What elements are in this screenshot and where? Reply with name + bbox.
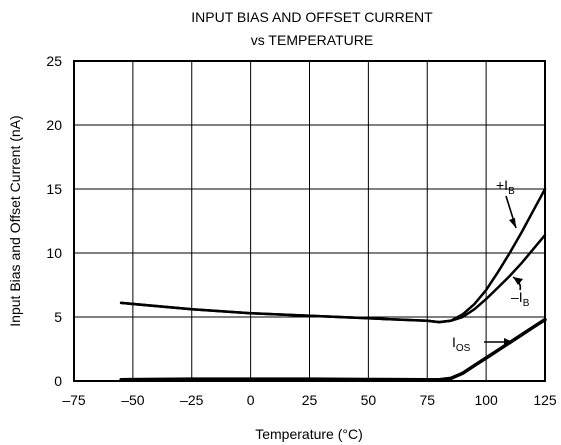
series-line-minus-ib — [121, 235, 545, 322]
y-tick-label: 20 — [46, 117, 62, 133]
y-tick-labels: 0 5 10 15 20 25 — [46, 53, 62, 389]
y-axis-label: Input Bias and Offset Current (nA) — [7, 115, 23, 326]
y-tick-label: 5 — [54, 309, 62, 325]
x-tick-label: 50 — [361, 392, 377, 408]
x-tick-label: –50 — [121, 392, 145, 408]
x-tick-label: 100 — [474, 392, 498, 408]
series-label-ios: IOS — [452, 334, 471, 354]
x-tick-label: –75 — [62, 392, 86, 408]
chart-title-line1: INPUT BIAS AND OFFSET CURRENT — [191, 9, 433, 25]
y-tick-label: 0 — [54, 373, 62, 389]
series-label-minus-ib: –IB — [511, 289, 530, 309]
chart-title-line2: vs TEMPERATURE — [251, 32, 373, 48]
arrowhead-minus-ib — [513, 277, 523, 285]
x-tick-labels: –75 –50 –25 0 25 50 75 100 125 — [62, 392, 557, 408]
y-tick-label: 15 — [46, 181, 62, 197]
x-tick-label: 25 — [302, 392, 318, 408]
x-axis-label: Temperature (°C) — [255, 426, 363, 442]
x-tick-label: 125 — [533, 392, 557, 408]
y-tick-label: 25 — [46, 53, 62, 69]
arrowhead-plus-ib — [509, 218, 516, 228]
series-line-ios — [121, 320, 545, 380]
y-tick-label: 10 — [46, 245, 62, 261]
x-tick-label: 75 — [419, 392, 435, 408]
series-lines — [121, 189, 545, 380]
grid-lines — [74, 61, 545, 381]
x-tick-label: 0 — [247, 392, 255, 408]
x-tick-label: –25 — [180, 392, 204, 408]
series-label-plus-ib: +IB — [496, 177, 515, 197]
